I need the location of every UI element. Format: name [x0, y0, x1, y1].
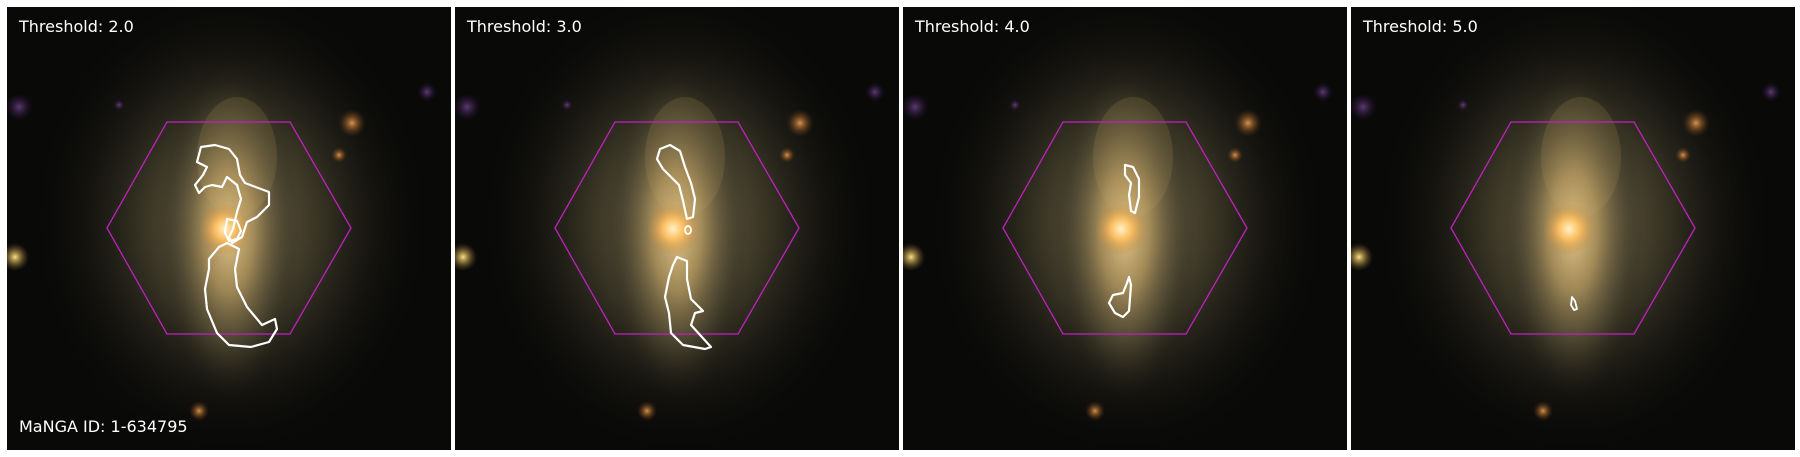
threshold-label: Threshold: 5.0 — [1363, 17, 1478, 36]
galaxy-image — [455, 7, 899, 450]
galaxy-image — [1351, 7, 1795, 450]
threshold-label: Threshold: 2.0 — [19, 17, 134, 36]
contour-core — [223, 217, 243, 243]
contour-north — [193, 143, 271, 245]
galaxy-panel-threshold-4: Threshold: 4.0 — [903, 7, 1347, 450]
contour-south — [663, 255, 713, 351]
contour-north — [655, 143, 697, 221]
galaxy-panel-threshold-3: Threshold: 3.0 — [455, 7, 899, 450]
galaxy-image — [903, 7, 1347, 450]
threshold-label: Threshold: 3.0 — [467, 17, 582, 36]
contour-south — [1570, 296, 1578, 311]
galaxy-panel-threshold-5: Threshold: 5.0 — [1351, 7, 1795, 450]
contour-south — [203, 241, 279, 349]
contour-north — [1123, 163, 1141, 215]
threshold-label: Threshold: 4.0 — [915, 17, 1030, 36]
contour-south — [1107, 275, 1133, 319]
manga-id-label: MaNGA ID: 1-634795 — [19, 417, 188, 436]
galaxy-image — [7, 7, 451, 450]
galaxy-panel-threshold-2: Threshold: 2.0 MaNGA ID: 1-634795 — [7, 7, 451, 450]
contour-core — [684, 225, 692, 235]
